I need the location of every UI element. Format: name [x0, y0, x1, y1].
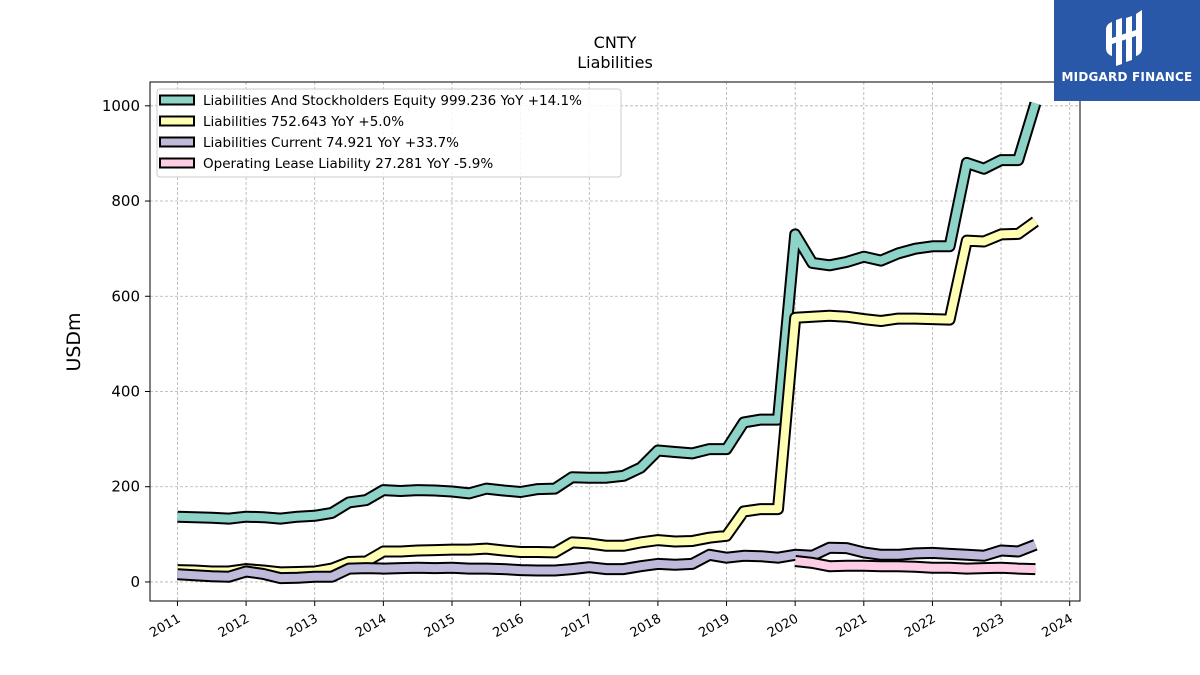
- y-tick-label: 600: [111, 287, 140, 305]
- legend-label: Operating Lease Liability 27.281 YoY -5.…: [203, 156, 493, 172]
- legend-swatch: [159, 136, 195, 148]
- plot-frame: [149, 81, 1081, 602]
- y-axis: 0 200 400 600 800 1000: [102, 97, 150, 591]
- x-tick-label: 2024: [1040, 611, 1076, 641]
- chart-title: CNTY: [594, 33, 637, 52]
- series-2-line: [177, 541, 1037, 583]
- y-tick-label: 1000: [102, 97, 140, 115]
- x-axis: 2011 2012 2013 2014 2015 2016 2017 2018 2019 2020…: [147, 601, 1076, 641]
- x-tick-label: 2023: [971, 611, 1007, 641]
- legend-label: Liabilities 752.643 YoY +5.0%: [203, 114, 404, 130]
- legend-swatch: [159, 94, 195, 106]
- legend-box: [156, 88, 622, 178]
- x-tick-label: 2016: [490, 611, 526, 641]
- legend-swatch: [159, 157, 195, 169]
- legend-label: Liabilities Current 74.921 YoY +33.7%: [203, 135, 459, 151]
- x-tick-label: 2017: [559, 611, 595, 641]
- series-3-line: [794, 557, 1036, 574]
- x-tick-label: 2021: [834, 611, 870, 641]
- y-axis-label: USDm: [63, 312, 85, 371]
- x-tick-label: 2019: [696, 611, 732, 641]
- x-tick-label: 2020: [765, 611, 801, 641]
- logo-text: MIDGARD FINANCE: [1061, 70, 1193, 84]
- legend-swatch: [159, 115, 195, 127]
- x-tick-label: 2015: [422, 611, 458, 641]
- x-tick-label: 2018: [628, 611, 664, 641]
- x-tick-label: 2013: [285, 611, 321, 641]
- legend-label: Liabilities And Stockholders Equity 999.…: [203, 93, 582, 109]
- series-1-line: [177, 218, 1038, 577]
- x-tick-label: 2014: [353, 611, 389, 641]
- legend: Liabilities And Stockholders Equity 999.…: [156, 88, 622, 178]
- series-lines: [177, 101, 1042, 585]
- x-tick-label: 2012: [216, 611, 252, 641]
- y-tick-label: 200: [111, 478, 140, 496]
- x-tick-label: 2011: [147, 611, 183, 641]
- y-tick-label: 800: [111, 192, 140, 210]
- x-tick-label: 2022: [902, 611, 938, 641]
- series-0-line: [177, 102, 1040, 523]
- y-tick-label: 400: [111, 382, 140, 400]
- midgard-finance-logo: MIDGARD FINANCE: [1054, 0, 1200, 101]
- logo-mark-icon: [1106, 10, 1142, 66]
- y-tick-label: 0: [130, 573, 140, 591]
- chart-subtitle: Liabilities: [577, 53, 653, 72]
